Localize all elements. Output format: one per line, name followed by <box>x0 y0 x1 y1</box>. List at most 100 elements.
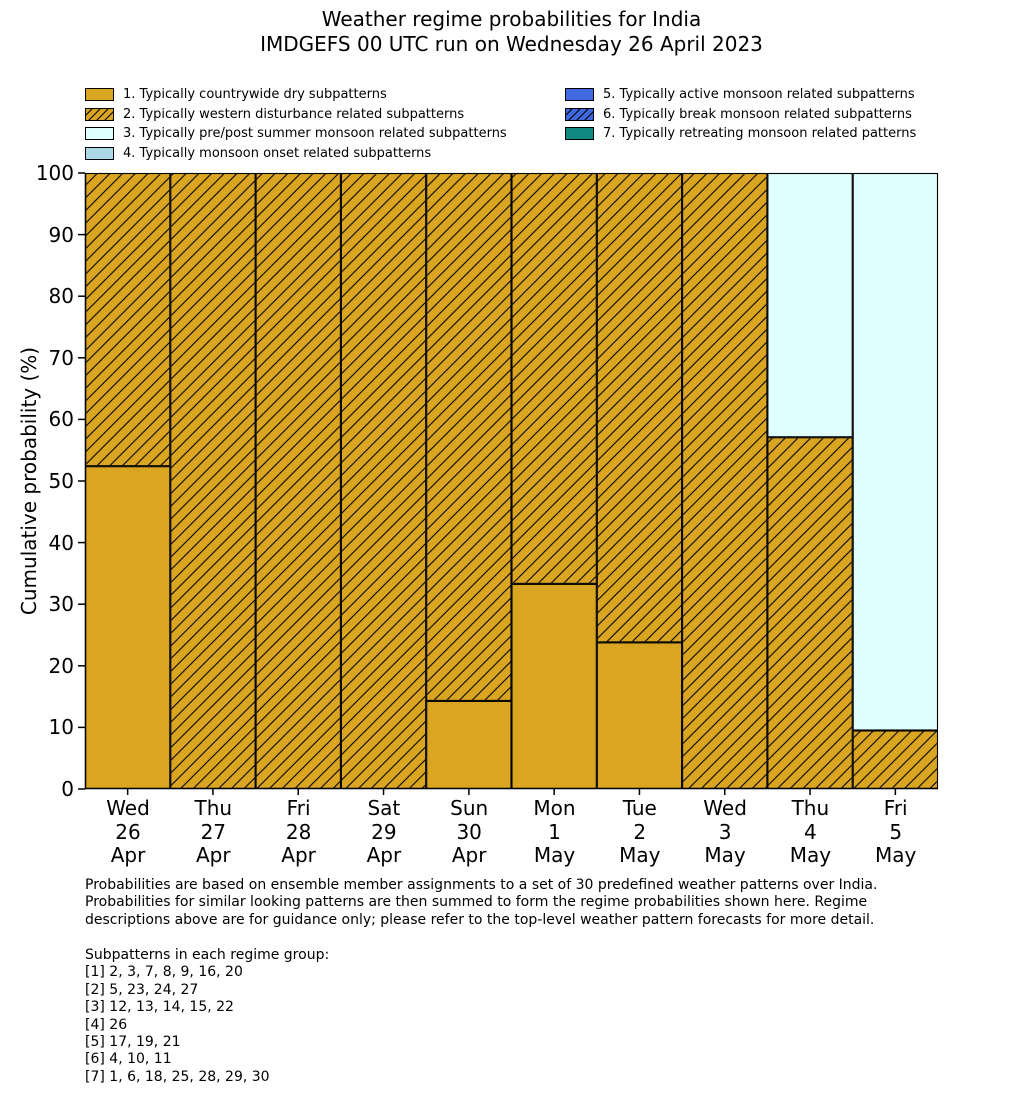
bar-hatch-overlay <box>683 174 767 788</box>
bar-segment-regime-1 <box>596 642 683 790</box>
footnote: Probabilities are based on ensemble memb… <box>85 877 877 929</box>
footnote-line: descriptions above are for guidance only… <box>85 911 875 928</box>
x-tick-label-line: May <box>789 843 832 867</box>
bar-hatch-overlay <box>512 174 596 583</box>
legend-swatch <box>565 88 594 102</box>
subpattern-group-line: [6] 4, 10, 11 <box>85 1051 172 1068</box>
plot-area <box>78 172 939 795</box>
legend-column-left: 1. Typically countrywide dry subpatterns… <box>85 85 507 163</box>
y-tick-label: 30 <box>48 592 74 617</box>
legend-label: 4. Typically monsoon onset related subpa… <box>123 146 432 162</box>
legend-item-regime-2: 2. Typically western disturbance related… <box>85 105 507 125</box>
legend-swatch <box>85 127 114 141</box>
legend-item-regime-5: 5. Typically active monsoon related subp… <box>565 85 916 105</box>
y-tick-label: 70 <box>48 345 74 370</box>
legend-label: 7. Typically retreating monsoon related … <box>603 126 917 142</box>
legend-item-regime-3: 3. Typically pre/post summer monsoon rel… <box>85 124 507 144</box>
bar-segment-regime-1 <box>511 583 597 790</box>
y-tick-label: 90 <box>48 222 74 247</box>
legend-item-regime-4: 4. Typically monsoon onset related subpa… <box>85 144 507 164</box>
x-tick-label: Sun 30 Apr <box>426 796 512 868</box>
x-tick-label-line: Wed <box>703 796 747 820</box>
x-tick-label-line: 3 <box>718 819 732 844</box>
x-tick-label-line: Sat <box>367 796 401 820</box>
subpattern-list: Subpatterns in each regime group: [1] 2, … <box>85 947 329 1086</box>
bar-hatch-overlay <box>256 174 340 788</box>
bar-hatch-overlay <box>597 174 682 642</box>
x-tick-label: Mon 1 May <box>512 796 598 868</box>
subpattern-heading: Subpatterns in each regime group: <box>85 947 330 963</box>
x-tick-label-line: 26 <box>115 819 141 844</box>
y-tick-label: 0 <box>61 777 74 801</box>
x-tick-label-line: Tue <box>622 796 657 820</box>
legend-item-regime-6: 6. Typically break monsoon related subpa… <box>565 105 916 125</box>
legend-label: 2. Typically western disturbance related… <box>123 106 465 122</box>
footnote-line: Probabilities for similar looking patter… <box>85 894 868 911</box>
x-tick-label-line: Apr <box>366 843 402 867</box>
x-tick-label-line: 5 <box>889 819 903 844</box>
x-tick-label: Fri 5 May <box>853 796 939 868</box>
legend-swatch <box>565 107 594 121</box>
x-tick-label-line: Mon <box>533 796 576 820</box>
subpattern-group-line: [2] 5, 23, 24, 27 <box>85 981 199 998</box>
bar-hatch-overlay <box>768 438 852 788</box>
x-tick-label-line: Thu <box>791 796 830 820</box>
x-tick-label-line: 28 <box>285 819 312 844</box>
bar-segment-regime-1 <box>84 466 171 790</box>
y-tick-label: 10 <box>48 715 74 740</box>
x-tick-label-line: 1 <box>548 819 561 844</box>
x-tick-label-line: Thu <box>194 796 233 820</box>
x-tick-label: Wed 3 May <box>682 796 768 868</box>
legend-label: 5. Typically active monsoon related subp… <box>603 87 915 103</box>
chart-subtitle: IMDGEFS 00 UTC run on Wednesday 26 April… <box>260 32 763 56</box>
x-tick-label: Thu 27 Apr <box>170 796 256 868</box>
legend-label: 6. Typically break monsoon related subpa… <box>603 106 912 122</box>
legend-item-regime-7: 7. Typically retreating monsoon related … <box>565 124 916 144</box>
bar-hatch-overlay <box>427 174 511 700</box>
y-tick-label: 60 <box>48 407 74 432</box>
y-tick-label: 50 <box>48 469 74 493</box>
bar-hatch-overlay <box>341 174 426 788</box>
y-tick-label: 20 <box>48 653 74 678</box>
x-tick-label: Sat 29 Apr <box>341 796 427 868</box>
x-tick-label-line: May <box>619 843 661 867</box>
subpattern-group-line: [1] 2, 3, 7, 8, 9, 16, 20 <box>85 964 243 981</box>
bars-svg <box>78 172 939 795</box>
x-tick-label: Thu 4 May <box>767 796 853 868</box>
legend-label: 1. Typically countrywide dry subpatterns <box>123 87 387 103</box>
legend-column-right: 5. Typically active monsoon related subp… <box>565 85 916 144</box>
subpattern-group-line: [5] 17, 19, 21 <box>85 1034 181 1051</box>
x-tick-label-line: Wed <box>106 796 150 820</box>
x-tick-label-line: 27 <box>200 819 227 844</box>
subpattern-group-line: [7] 1, 6, 18, 25, 28, 29, 30 <box>85 1068 270 1085</box>
bar-hatch-overlay <box>86 174 170 466</box>
x-tick-label-line: Apr <box>451 843 487 867</box>
x-tick-label: Wed 26 Apr <box>85 796 171 868</box>
legend-swatch <box>85 107 114 121</box>
bar-segment-regime-1 <box>426 700 512 790</box>
bar-segment-regime-3 <box>852 172 939 731</box>
footnote-line: Probabilities are based on ensemble memb… <box>85 877 878 893</box>
x-tick-label-line: Fri <box>286 796 311 820</box>
x-tick-label-line: May <box>875 843 917 867</box>
legend-swatch <box>565 127 594 141</box>
subpattern-group-line: [4] 26 <box>85 1016 128 1033</box>
x-tick-label-line: May <box>533 843 576 867</box>
x-tick-label-line: Sun <box>450 796 489 820</box>
x-tick-label-line: Apr <box>281 843 316 867</box>
chart-title: Weather regime probabilities for India <box>321 7 702 31</box>
x-tick-label: Fri 28 Apr <box>256 796 342 868</box>
x-tick-label-line: 2 <box>633 819 647 844</box>
legend-label: 3. Typically pre/post summer monsoon rel… <box>123 126 507 142</box>
legend-item-regime-1: 1. Typically countrywide dry subpatterns <box>85 85 507 105</box>
x-tick-label-line: 29 <box>371 819 397 844</box>
x-tick-label-line: Fri <box>883 796 908 820</box>
subpattern-group-line: [3] 12, 13, 14, 15, 22 <box>85 999 234 1016</box>
y-tick-label: 40 <box>48 530 74 555</box>
bar-hatch-overlay <box>853 731 937 788</box>
legend-swatch <box>85 147 114 161</box>
x-tick-label-line: 4 <box>804 819 817 844</box>
y-tick-label: 100 <box>35 161 74 185</box>
x-tick-label-line: Apr <box>110 843 146 867</box>
bar-hatch-overlay <box>171 174 255 788</box>
